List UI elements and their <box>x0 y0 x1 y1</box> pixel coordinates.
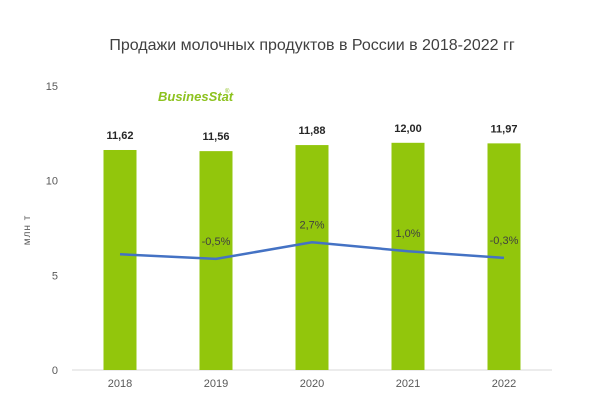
y-tick-label: 5 <box>52 270 58 282</box>
bar-value-label: 11,88 <box>299 125 326 137</box>
growth-label: 2,7% <box>299 219 324 231</box>
y-axis-label: млн т <box>22 215 33 246</box>
x-tick-label: 2021 <box>396 378 420 390</box>
bar-value-labels: 11,62 11,56 11,88 12,00 11,97 <box>107 123 518 143</box>
logo-text: BusinesStat <box>158 89 234 104</box>
y-tick-label: 10 <box>46 176 58 188</box>
bar-value-label: 11,97 <box>491 123 518 135</box>
growth-label: -0,5% <box>202 236 231 248</box>
y-axis-ticks: 0 5 10 15 <box>46 81 58 377</box>
bar <box>199 151 233 370</box>
x-tick-label: 2022 <box>492 378 516 390</box>
x-axis-ticks: 2018 2019 2020 2021 2022 <box>108 378 516 390</box>
bar-value-label: 11,56 <box>203 131 230 143</box>
chart-title: Продажи молочных продуктов в России в 20… <box>109 37 514 54</box>
y-tick-label: 15 <box>46 81 58 93</box>
bar <box>295 145 329 370</box>
growth-label: -0,3% <box>490 235 519 247</box>
bar-value-label: 11,62 <box>107 130 134 142</box>
bar-value-label: 12,00 <box>394 123 422 135</box>
growth-line <box>119 241 505 261</box>
bar <box>391 142 425 370</box>
growth-label: 1,0% <box>395 228 420 240</box>
x-tick-label: 2019 <box>204 378 228 390</box>
bar <box>103 149 137 370</box>
y-tick-label: 0 <box>52 365 58 377</box>
growth-labels: -0,5% 2,7% 1,0% -0,3% <box>202 219 519 248</box>
logo-registered-mark: ® <box>225 88 230 95</box>
x-tick-label: 2018 <box>108 378 132 390</box>
brand-logo: BusinesStat ® <box>158 88 234 104</box>
x-tick-label: 2020 <box>300 378 324 390</box>
